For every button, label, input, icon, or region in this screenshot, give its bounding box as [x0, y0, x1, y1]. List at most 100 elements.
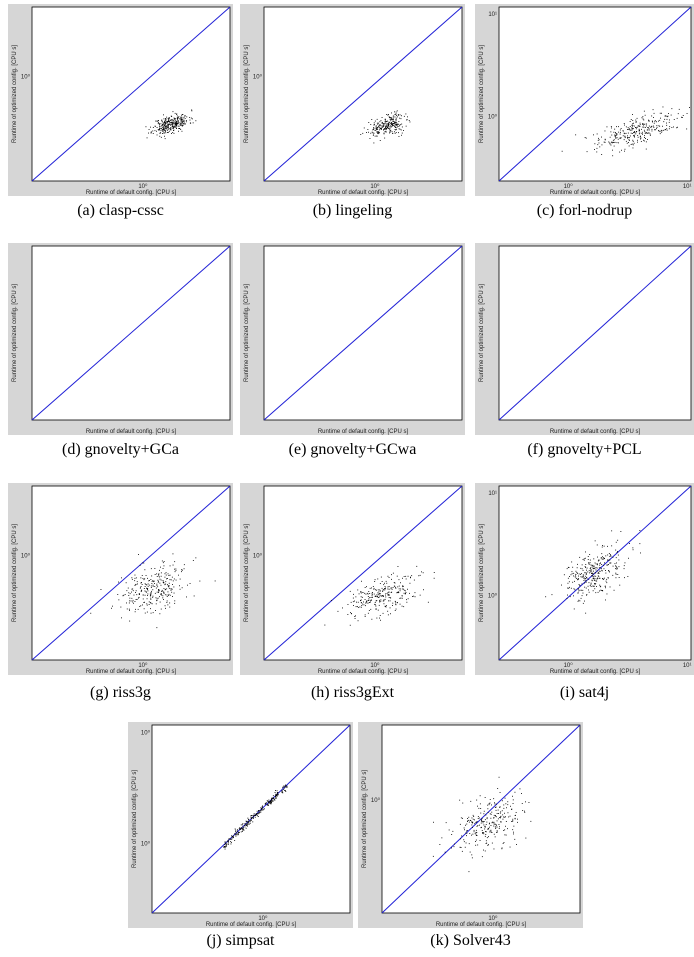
data-point	[493, 798, 495, 800]
data-point	[394, 600, 396, 602]
data-point	[372, 596, 373, 598]
data-point	[659, 119, 661, 121]
y-tick-label: 10⁰	[371, 797, 381, 804]
data-point	[379, 617, 380, 619]
data-point	[583, 577, 585, 579]
data-point	[597, 560, 599, 562]
data-point	[613, 142, 615, 143]
data-point	[585, 564, 587, 565]
data-point	[165, 118, 167, 120]
data-point	[214, 580, 216, 582]
data-point	[499, 817, 501, 818]
data-point	[625, 126, 627, 128]
data-point	[160, 584, 162, 586]
data-point	[656, 126, 658, 128]
data-point	[168, 582, 170, 584]
data-point	[394, 111, 395, 113]
data-point	[472, 833, 474, 835]
data-point	[174, 118, 175, 119]
data-point	[160, 593, 162, 594]
data-point	[669, 126, 671, 128]
data-point	[623, 568, 625, 570]
data-point	[488, 828, 490, 830]
data-point	[477, 825, 479, 826]
data-point	[138, 597, 139, 599]
data-point	[628, 140, 630, 141]
data-point	[130, 600, 132, 602]
data-point	[135, 599, 137, 600]
data-point	[378, 594, 380, 596]
data-point	[175, 127, 177, 129]
data-point	[398, 585, 400, 587]
data-point	[248, 819, 250, 821]
data-point	[383, 124, 385, 126]
data-point	[502, 818, 504, 820]
data-point	[165, 121, 167, 122]
data-point	[164, 138, 166, 140]
data-point	[268, 802, 270, 804]
data-point	[625, 132, 627, 134]
data-point	[632, 144, 634, 146]
data-point	[402, 586, 404, 588]
data-point	[397, 586, 399, 588]
data-point	[183, 119, 185, 121]
data-point	[177, 123, 179, 124]
data-point	[159, 569, 160, 571]
data-point	[189, 119, 191, 121]
data-point	[164, 124, 166, 126]
data-point	[195, 120, 197, 122]
data-point	[145, 591, 147, 593]
data-point	[270, 801, 272, 802]
data-point	[468, 816, 470, 818]
data-point	[160, 575, 162, 577]
data-point	[481, 820, 482, 822]
data-point	[487, 804, 489, 806]
data-point	[160, 593, 162, 595]
data-point	[224, 846, 226, 848]
data-point	[406, 599, 407, 601]
data-point	[586, 577, 588, 579]
data-point	[172, 584, 173, 585]
data-point	[651, 115, 653, 117]
data-point	[594, 568, 596, 570]
data-point	[361, 605, 363, 606]
data-point	[183, 121, 185, 123]
data-point	[239, 831, 240, 833]
data-point	[267, 800, 269, 802]
data-point	[166, 124, 168, 126]
data-point	[394, 610, 396, 611]
data-point	[395, 111, 397, 113]
data-point	[475, 841, 476, 842]
data-point	[377, 123, 379, 125]
data-point	[568, 567, 570, 568]
data-point	[244, 825, 246, 826]
data-point	[285, 784, 286, 786]
data-point	[390, 613, 391, 615]
data-point	[363, 127, 365, 129]
data-point	[395, 126, 396, 128]
data-point	[480, 808, 482, 809]
data-point	[229, 838, 231, 839]
data-point	[146, 598, 148, 600]
data-point	[140, 587, 141, 589]
data-point	[624, 136, 626, 138]
data-point	[374, 579, 376, 581]
data-point	[630, 129, 631, 131]
data-point	[590, 583, 592, 585]
data-point	[169, 579, 171, 581]
data-point	[633, 142, 635, 144]
data-point	[386, 582, 388, 584]
data-point	[162, 595, 164, 597]
data-point	[174, 600, 176, 602]
data-point	[361, 596, 363, 598]
data-point	[419, 594, 421, 596]
data-point	[253, 813, 255, 815]
data-point	[481, 826, 482, 828]
data-point	[159, 613, 161, 615]
data-point	[223, 846, 225, 848]
data-point	[395, 129, 397, 131]
data-point	[573, 608, 575, 610]
data-point	[635, 128, 637, 130]
data-point	[378, 122, 379, 124]
data-point	[270, 803, 272, 804]
